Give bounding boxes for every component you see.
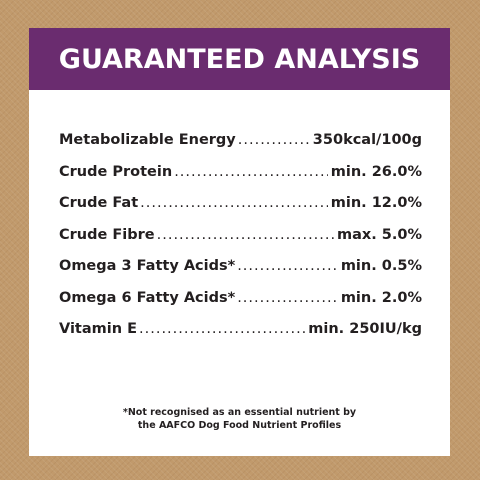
nutrient-value: min. 12.0% — [330, 195, 422, 211]
nutrient-value: min. 2.0% — [340, 289, 422, 306]
leader-dots — [139, 321, 305, 337]
leader-dots — [237, 290, 338, 306]
nutrient-name: Crude Fibre — [59, 226, 155, 243]
leader-dots — [140, 195, 328, 211]
analysis-row-crude-fat: Crude Fat min. 12.0% — [59, 195, 422, 227]
footnote: *Not recognised as an essential nutrient… — [29, 406, 450, 432]
footnote-line: *Not recognised as an essential nutrient… — [122, 407, 357, 418]
nutrient-value: 350kcal/100g — [312, 132, 422, 148]
page-title: GUARANTEED ANALYSIS — [58, 43, 421, 75]
analysis-row-crude-fibre: Crude Fibre max. 5.0% — [59, 227, 422, 259]
analysis-card: GUARANTEED ANALYSIS Metabolizable Energy… — [29, 28, 450, 456]
nutrient-value: min. 26.0% — [330, 163, 422, 180]
leader-dots — [157, 227, 334, 243]
nutrient-name: Vitamin E — [59, 321, 138, 337]
nutrient-name: Omega 3 Fatty Acids* — [59, 258, 236, 274]
analysis-row-crude-protein: Crude Protein min. 26.0% — [59, 164, 422, 196]
nutrient-name: Metabolizable Energy — [59, 132, 236, 148]
nutrient-value: min. 250IU/kg — [308, 321, 422, 337]
analysis-row-metabolizable-energy: Metabolizable Energy 350kcal/100g — [59, 132, 422, 164]
nutrient-value: max. 5.0% — [336, 226, 422, 243]
leader-dots — [237, 258, 338, 274]
nutrient-name: Crude Protein — [59, 163, 173, 180]
analysis-row-vitamin-e: Vitamin E min. 250IU/kg — [59, 321, 422, 353]
nutrient-name: Omega 6 Fatty Acids* — [59, 289, 236, 306]
analysis-list: Metabolizable Energy 350kcal/100g Crude … — [59, 132, 422, 353]
analysis-row-omega-6: Omega 6 Fatty Acids* min. 2.0% — [59, 290, 422, 322]
footnote-line: the AAFCO Dog Food Nutrient Profiles — [137, 420, 342, 431]
nutrient-value: min. 0.5% — [340, 258, 422, 274]
leader-dots — [238, 132, 310, 148]
nutrient-name: Crude Fat — [59, 195, 139, 211]
analysis-row-omega-3: Omega 3 Fatty Acids* min. 0.5% — [59, 258, 422, 290]
leader-dots — [174, 164, 328, 180]
header-banner: GUARANTEED ANALYSIS — [29, 28, 450, 90]
